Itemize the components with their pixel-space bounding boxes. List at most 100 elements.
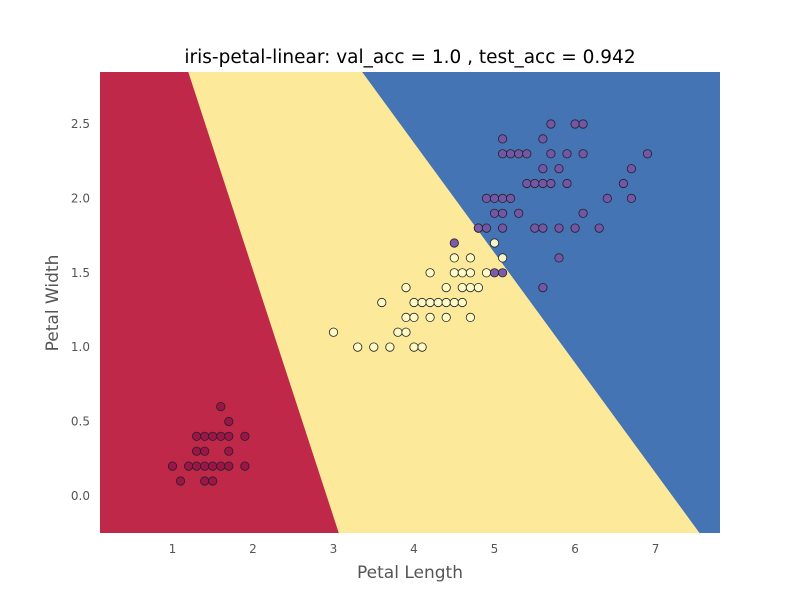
y-tick-label: 2.5 — [71, 117, 90, 131]
data-point-class-1 — [449, 297, 459, 308]
data-point-class-2 — [578, 149, 588, 159]
data-point-class-1 — [425, 312, 435, 322]
data-point-class-0 — [184, 461, 194, 471]
data-point-class-2 — [497, 134, 508, 144]
data-point-class-2 — [489, 268, 500, 278]
data-point-class-2 — [546, 178, 556, 189]
data-point-class-0 — [175, 476, 186, 486]
data-point-class-2 — [497, 223, 508, 233]
data-point-class-1 — [449, 253, 459, 263]
y-tick-label: 0.0 — [71, 489, 90, 503]
data-point-class-2 — [554, 223, 564, 233]
data-point-class-2 — [497, 268, 508, 278]
data-point-class-2 — [497, 149, 508, 159]
data-point-class-2 — [473, 223, 483, 233]
data-point-class-2 — [538, 178, 548, 189]
data-point-class-1 — [425, 297, 435, 308]
data-point-class-0 — [216, 461, 226, 471]
data-point-class-0 — [224, 416, 234, 427]
data-point-class-2 — [497, 193, 508, 203]
data-point-class-1 — [369, 342, 379, 352]
data-point-class-2 — [538, 134, 548, 144]
data-point-class-1 — [457, 268, 467, 278]
data-point-class-1 — [441, 312, 451, 322]
decision-region-class-0 — [100, 72, 340, 533]
data-point-class-1 — [465, 268, 475, 278]
data-point-class-1 — [409, 312, 419, 322]
data-point-class-1 — [465, 282, 475, 293]
data-point-class-1 — [393, 327, 403, 337]
data-point-class-1 — [465, 253, 475, 263]
data-point-class-0 — [192, 446, 202, 456]
data-point-class-2 — [578, 208, 588, 218]
data-point-class-1 — [353, 342, 363, 352]
data-point-class-1 — [497, 253, 508, 263]
data-point-class-0 — [224, 446, 234, 456]
x-tick-label: 3 — [330, 542, 338, 556]
data-point-class-1 — [489, 238, 500, 248]
data-point-class-1 — [425, 268, 435, 278]
data-point-class-2 — [626, 164, 637, 174]
data-point-class-1 — [473, 282, 483, 293]
data-point-class-0 — [216, 431, 226, 441]
y-axis-ticks: 0.0 0.5 1.0 1.5 2.0 2.5 — [71, 117, 90, 503]
data-point-class-0 — [192, 431, 202, 441]
data-point-class-2 — [538, 164, 548, 174]
data-point-class-1 — [457, 282, 467, 293]
data-point-class-2 — [618, 178, 629, 189]
data-point-class-2 — [554, 164, 564, 174]
data-point-class-0 — [208, 476, 218, 486]
x-tick-label: 7 — [652, 542, 660, 556]
data-points — [167, 119, 653, 486]
data-point-class-0 — [208, 431, 218, 441]
data-point-class-2 — [538, 223, 548, 233]
data-point-class-1 — [457, 297, 467, 308]
x-tick-label: 6 — [571, 542, 579, 556]
data-point-class-1 — [481, 268, 492, 278]
data-point-class-0 — [240, 431, 250, 441]
data-point-class-1 — [328, 327, 339, 337]
data-point-class-1 — [409, 342, 419, 352]
chart-title: iris-petal-linear: val_acc = 1.0 , test_… — [184, 47, 635, 68]
x-axis-ticks: 1 2 3 4 5 6 7 — [169, 542, 660, 556]
data-point-class-1 — [401, 327, 411, 337]
data-point-class-2 — [522, 178, 532, 189]
data-point-class-2 — [514, 149, 524, 159]
data-point-class-1 — [401, 282, 411, 293]
data-point-class-2 — [530, 178, 540, 189]
data-point-class-2 — [626, 193, 637, 203]
data-point-class-0 — [192, 461, 202, 471]
data-point-class-1 — [401, 312, 411, 322]
data-point-class-1 — [449, 268, 459, 278]
data-point-class-2 — [505, 193, 516, 203]
data-point-class-1 — [417, 297, 427, 308]
data-point-class-2 — [530, 223, 540, 233]
data-point-class-2 — [594, 223, 604, 233]
y-axis-label: Petal Width — [43, 255, 63, 352]
data-point-class-2 — [481, 193, 492, 203]
data-point-class-2 — [570, 119, 580, 129]
data-point-class-1 — [409, 297, 419, 308]
data-point-class-2 — [554, 253, 564, 263]
data-point-class-2 — [538, 282, 548, 293]
data-point-class-2 — [449, 238, 459, 248]
data-point-class-1 — [441, 297, 451, 308]
x-tick-label: 2 — [249, 542, 257, 556]
data-point-class-0 — [224, 461, 234, 471]
data-point-class-2 — [546, 149, 556, 159]
data-point-class-2 — [562, 149, 572, 159]
data-point-class-1 — [417, 342, 427, 352]
data-point-class-2 — [546, 119, 556, 129]
data-point-class-2 — [489, 193, 500, 203]
x-axis-label: Petal Length — [357, 563, 463, 583]
y-tick-label: 1.0 — [71, 340, 90, 354]
data-point-class-2 — [522, 149, 532, 159]
y-tick-label: 1.5 — [71, 266, 90, 280]
data-point-class-0 — [240, 461, 250, 471]
data-point-class-2 — [562, 178, 572, 189]
x-tick-label: 5 — [491, 542, 499, 556]
plot-area — [100, 72, 720, 533]
data-point-class-2 — [642, 149, 653, 159]
data-point-class-0 — [200, 446, 210, 456]
